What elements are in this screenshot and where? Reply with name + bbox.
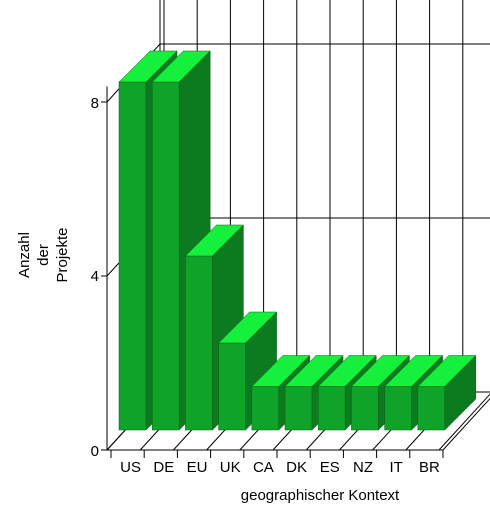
- bar-eu: [184, 224, 245, 431]
- floor-right-edge: [442, 397, 490, 451]
- x-tick-label: ES: [320, 459, 340, 476]
- x-tick-label: US: [120, 459, 141, 476]
- x-tick-label: DE: [153, 459, 174, 476]
- x-tick-label: NZ: [353, 459, 373, 476]
- y-tick-label: 0: [91, 443, 99, 460]
- bar-br: [417, 354, 477, 431]
- y-axis-label-line: Anzahl: [16, 232, 33, 278]
- x-tick-label: CA: [253, 459, 274, 476]
- bar-front: [384, 386, 412, 431]
- x-tick-label: IT: [390, 459, 403, 476]
- bar-front: [218, 342, 246, 431]
- bar-front: [351, 386, 379, 431]
- bar-front: [251, 386, 280, 431]
- y-axis-label-line: der: [35, 244, 52, 266]
- x-tick-label: BR: [419, 459, 440, 476]
- bar-front: [151, 81, 180, 431]
- y-tick-label: 4: [91, 268, 99, 285]
- chart-bars: [118, 50, 477, 431]
- bar-front: [317, 386, 346, 431]
- floor-line: [438, 393, 490, 451]
- x-axis-categories: US DE EU UK CA DK ES NZ IT BR: [120, 459, 440, 476]
- y-axis-label: Anzahl der Projekte: [16, 227, 71, 282]
- bar-front: [185, 255, 213, 431]
- x-axis-title: geographischer Kontext: [241, 487, 400, 504]
- y-axis-label-line: Projekte: [54, 227, 71, 282]
- x-tick-label: DK: [286, 459, 307, 476]
- bar-front: [417, 386, 446, 431]
- bar-front: [118, 81, 147, 431]
- x-tick-label: EU: [187, 459, 208, 476]
- y-axis-ticks: 0 4 8: [91, 95, 99, 460]
- bar-front: [284, 386, 313, 431]
- bar-side: [444, 354, 477, 431]
- y-tick-label: 8: [91, 95, 99, 112]
- x-tick-label: UK: [220, 459, 241, 476]
